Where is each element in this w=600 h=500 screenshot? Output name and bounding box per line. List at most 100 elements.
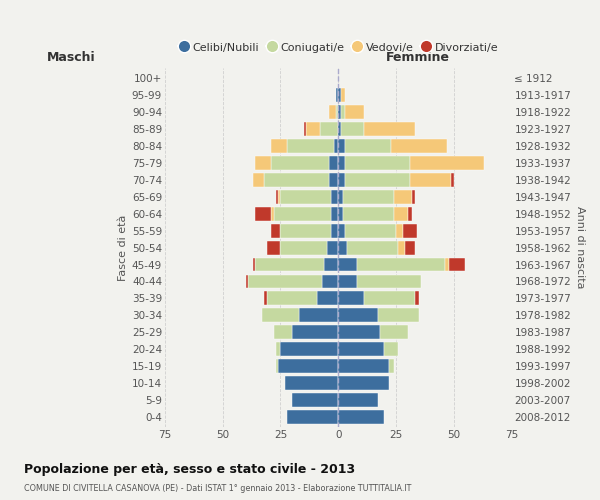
Bar — [253, 173, 264, 186]
Bar — [253, 258, 255, 272]
Bar — [338, 224, 345, 237]
Bar — [345, 224, 396, 237]
Bar — [345, 156, 410, 170]
Text: Femmine: Femmine — [386, 52, 450, 64]
Bar — [274, 206, 331, 220]
Bar — [274, 326, 292, 340]
Bar — [334, 139, 338, 153]
Bar — [445, 258, 449, 272]
Bar — [331, 206, 338, 220]
Text: Maschi: Maschi — [47, 52, 95, 64]
Bar — [248, 274, 322, 288]
Bar — [287, 410, 338, 424]
Bar — [329, 105, 336, 119]
Bar — [391, 139, 447, 153]
Bar — [329, 173, 338, 186]
Legend: Celibi/Nubili, Coniugati/e, Vedovi/e, Divorziati/e: Celibi/Nubili, Coniugati/e, Vedovi/e, Di… — [174, 38, 503, 57]
Bar — [380, 326, 407, 340]
Bar — [271, 224, 280, 237]
Bar — [396, 224, 403, 237]
Bar — [338, 308, 377, 322]
Bar — [285, 376, 338, 390]
Bar — [276, 342, 280, 356]
Bar — [280, 224, 331, 237]
Bar — [280, 342, 338, 356]
Bar — [389, 360, 394, 373]
Bar — [338, 360, 389, 373]
Bar — [276, 190, 278, 203]
Bar — [338, 342, 385, 356]
Bar — [280, 240, 326, 254]
Bar — [338, 292, 364, 306]
Bar — [266, 240, 280, 254]
Bar — [364, 292, 415, 306]
Bar — [338, 173, 345, 186]
Bar — [255, 258, 325, 272]
Bar — [278, 360, 338, 373]
Bar — [326, 240, 338, 254]
Bar — [341, 105, 345, 119]
Bar — [338, 105, 341, 119]
Text: COMUNE DI CIVITELLA CASANOVA (PE) - Dati ISTAT 1° gennaio 2013 - Elaborazione TU: COMUNE DI CIVITELLA CASANOVA (PE) - Dati… — [24, 484, 412, 493]
Bar — [255, 156, 271, 170]
Bar — [405, 240, 415, 254]
Y-axis label: Fasce di età: Fasce di età — [118, 214, 128, 281]
Bar — [338, 258, 357, 272]
Bar — [451, 173, 454, 186]
Bar — [341, 88, 345, 102]
Bar — [331, 224, 338, 237]
Bar — [338, 240, 347, 254]
Bar — [325, 258, 338, 272]
Bar — [394, 206, 407, 220]
Bar — [338, 393, 377, 407]
Bar — [385, 342, 398, 356]
Bar — [449, 258, 466, 272]
Bar — [271, 139, 287, 153]
Bar — [329, 156, 338, 170]
Bar — [292, 326, 338, 340]
Bar — [403, 224, 417, 237]
Bar — [410, 156, 484, 170]
Bar — [357, 258, 445, 272]
Bar — [347, 240, 398, 254]
Bar — [345, 105, 364, 119]
Bar — [271, 206, 274, 220]
Bar — [345, 173, 410, 186]
Bar — [322, 274, 338, 288]
Bar — [299, 308, 338, 322]
Bar — [336, 88, 338, 102]
Bar — [336, 105, 338, 119]
Bar — [398, 240, 405, 254]
Bar — [338, 326, 380, 340]
Bar — [343, 190, 394, 203]
Bar — [338, 206, 343, 220]
Bar — [343, 206, 394, 220]
Bar — [264, 292, 266, 306]
Bar — [320, 122, 338, 136]
Y-axis label: Anni di nascita: Anni di nascita — [575, 206, 585, 289]
Bar — [264, 173, 329, 186]
Bar — [377, 308, 419, 322]
Bar — [266, 292, 317, 306]
Bar — [338, 410, 385, 424]
Bar — [338, 156, 345, 170]
Bar — [407, 206, 412, 220]
Bar — [338, 274, 357, 288]
Bar — [246, 274, 248, 288]
Bar — [317, 292, 338, 306]
Bar — [338, 88, 341, 102]
Bar — [338, 122, 341, 136]
Bar — [262, 308, 299, 322]
Bar — [276, 360, 278, 373]
Bar — [357, 274, 421, 288]
Bar — [304, 122, 306, 136]
Bar — [292, 393, 338, 407]
Bar — [278, 190, 280, 203]
Bar — [338, 376, 389, 390]
Bar — [364, 122, 415, 136]
Text: Popolazione per età, sesso e stato civile - 2013: Popolazione per età, sesso e stato civil… — [24, 462, 355, 475]
Bar — [280, 190, 331, 203]
Bar — [271, 156, 329, 170]
Bar — [394, 190, 412, 203]
Bar — [410, 173, 451, 186]
